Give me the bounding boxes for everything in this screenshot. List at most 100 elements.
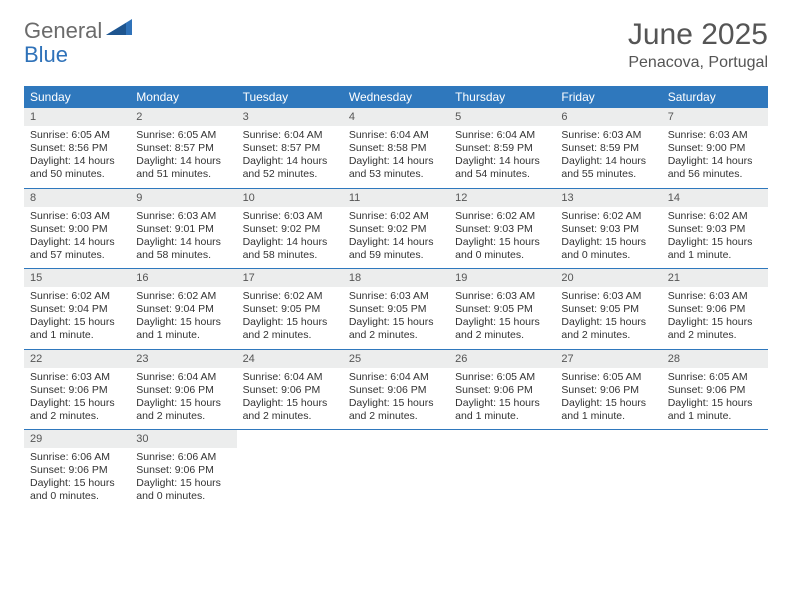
day-number: 9: [130, 189, 236, 207]
week-row: 22Sunrise: 6:03 AMSunset: 9:06 PMDayligh…: [24, 349, 768, 430]
daylight-line1: Daylight: 15 hours: [668, 316, 762, 329]
sunset: Sunset: 9:06 PM: [30, 384, 124, 397]
day-header: Friday: [555, 86, 661, 108]
day-cell: 11Sunrise: 6:02 AMSunset: 9:02 PMDayligh…: [343, 189, 449, 269]
sunset: Sunset: 9:06 PM: [243, 384, 337, 397]
sunset: Sunset: 9:04 PM: [30, 303, 124, 316]
daylight-line2: and 56 minutes.: [668, 168, 762, 181]
day-cell: 27Sunrise: 6:05 AMSunset: 9:06 PMDayligh…: [555, 350, 661, 430]
daylight-line2: and 1 minute.: [136, 329, 230, 342]
sunrise: Sunrise: 6:02 AM: [349, 210, 443, 223]
day-cell: 10Sunrise: 6:03 AMSunset: 9:02 PMDayligh…: [237, 189, 343, 269]
day-body: Sunrise: 6:05 AMSunset: 9:06 PMDaylight:…: [662, 368, 768, 430]
day-body: Sunrise: 6:03 AMSunset: 9:00 PMDaylight:…: [24, 207, 130, 269]
day-cell: 3Sunrise: 6:04 AMSunset: 8:57 PMDaylight…: [237, 108, 343, 188]
daylight-line2: and 57 minutes.: [30, 249, 124, 262]
daylight-line1: Daylight: 15 hours: [30, 477, 124, 490]
daylight-line2: and 2 minutes.: [349, 329, 443, 342]
sunset: Sunset: 9:05 PM: [349, 303, 443, 316]
sunrise: Sunrise: 6:05 AM: [136, 129, 230, 142]
sunrise: Sunrise: 6:03 AM: [243, 210, 337, 223]
day-body: Sunrise: 6:03 AMSunset: 9:01 PMDaylight:…: [130, 207, 236, 269]
day-body: Sunrise: 6:02 AMSunset: 9:04 PMDaylight:…: [24, 287, 130, 349]
sunrise: Sunrise: 6:03 AM: [30, 210, 124, 223]
day-body: Sunrise: 6:02 AMSunset: 9:03 PMDaylight:…: [555, 207, 661, 269]
day-body: Sunrise: 6:02 AMSunset: 9:03 PMDaylight:…: [449, 207, 555, 269]
day-number: 23: [130, 350, 236, 368]
logo-triangle-icon: [106, 17, 132, 40]
sunset: Sunset: 9:06 PM: [136, 384, 230, 397]
sunrise: Sunrise: 6:05 AM: [30, 129, 124, 142]
day-body: Sunrise: 6:04 AMSunset: 9:06 PMDaylight:…: [343, 368, 449, 430]
day-cell: 16Sunrise: 6:02 AMSunset: 9:04 PMDayligh…: [130, 269, 236, 349]
day-body: Sunrise: 6:05 AMSunset: 9:06 PMDaylight:…: [555, 368, 661, 430]
day-body: Sunrise: 6:02 AMSunset: 9:05 PMDaylight:…: [237, 287, 343, 349]
sunrise: Sunrise: 6:06 AM: [136, 451, 230, 464]
sunset: Sunset: 9:03 PM: [668, 223, 762, 236]
day-number: 8: [24, 189, 130, 207]
daylight-line1: Daylight: 14 hours: [668, 155, 762, 168]
day-body: Sunrise: 6:03 AMSunset: 9:06 PMDaylight:…: [24, 368, 130, 430]
day-header: Monday: [130, 86, 236, 108]
week-row: 8Sunrise: 6:03 AMSunset: 9:00 PMDaylight…: [24, 188, 768, 269]
day-number: 12: [449, 189, 555, 207]
day-number: 21: [662, 269, 768, 287]
day-body: Sunrise: 6:06 AMSunset: 9:06 PMDaylight:…: [130, 448, 236, 510]
day-cell: 2Sunrise: 6:05 AMSunset: 8:57 PMDaylight…: [130, 108, 236, 188]
daylight-line2: and 51 minutes.: [136, 168, 230, 181]
day-body: Sunrise: 6:05 AMSunset: 9:06 PMDaylight:…: [449, 368, 555, 430]
day-cell: 23Sunrise: 6:04 AMSunset: 9:06 PMDayligh…: [130, 350, 236, 430]
daylight-line2: and 50 minutes.: [30, 168, 124, 181]
logo-text-general: General: [24, 18, 102, 44]
day-cell: 6Sunrise: 6:03 AMSunset: 8:59 PMDaylight…: [555, 108, 661, 188]
day-number: 30: [130, 430, 236, 448]
daylight-line2: and 59 minutes.: [349, 249, 443, 262]
day-number: 6: [555, 108, 661, 126]
day-number: 26: [449, 350, 555, 368]
day-header: Thursday: [449, 86, 555, 108]
daylight-line2: and 2 minutes.: [668, 329, 762, 342]
sunset: Sunset: 9:06 PM: [349, 384, 443, 397]
sunset: Sunset: 9:05 PM: [455, 303, 549, 316]
header: General June 2025 Penacova, Portugal: [24, 18, 768, 72]
daylight-line1: Daylight: 14 hours: [30, 236, 124, 249]
day-body: Sunrise: 6:03 AMSunset: 8:59 PMDaylight:…: [555, 126, 661, 188]
sunset: Sunset: 9:06 PM: [455, 384, 549, 397]
day-cell: [449, 430, 555, 510]
day-header: Sunday: [24, 86, 130, 108]
day-number: 25: [343, 350, 449, 368]
sunrise: Sunrise: 6:02 AM: [30, 290, 124, 303]
daylight-line2: and 1 minute.: [668, 410, 762, 423]
daylight-line1: Daylight: 14 hours: [561, 155, 655, 168]
day-number: 2: [130, 108, 236, 126]
day-header: Saturday: [662, 86, 768, 108]
day-number: 20: [555, 269, 661, 287]
sunrise: Sunrise: 6:03 AM: [668, 290, 762, 303]
daylight-line2: and 1 minute.: [561, 410, 655, 423]
sunset: Sunset: 9:06 PM: [30, 464, 124, 477]
daylight-line1: Daylight: 14 hours: [455, 155, 549, 168]
logo-text-blue: Blue: [24, 42, 68, 67]
day-cell: 29Sunrise: 6:06 AMSunset: 9:06 PMDayligh…: [24, 430, 130, 510]
daylight-line1: Daylight: 15 hours: [561, 397, 655, 410]
day-number: 7: [662, 108, 768, 126]
day-cell: 22Sunrise: 6:03 AMSunset: 9:06 PMDayligh…: [24, 350, 130, 430]
sunset: Sunset: 9:03 PM: [561, 223, 655, 236]
week-row: 1Sunrise: 6:05 AMSunset: 8:56 PMDaylight…: [24, 108, 768, 188]
sunset: Sunset: 9:02 PM: [349, 223, 443, 236]
daylight-line1: Daylight: 15 hours: [243, 397, 337, 410]
sunset: Sunset: 9:05 PM: [243, 303, 337, 316]
daylight-line1: Daylight: 15 hours: [455, 236, 549, 249]
day-number: 29: [24, 430, 130, 448]
sunset: Sunset: 9:06 PM: [668, 384, 762, 397]
day-cell: 17Sunrise: 6:02 AMSunset: 9:05 PMDayligh…: [237, 269, 343, 349]
day-body: Sunrise: 6:04 AMSunset: 8:58 PMDaylight:…: [343, 126, 449, 188]
day-number: 16: [130, 269, 236, 287]
sunset: Sunset: 8:56 PM: [30, 142, 124, 155]
day-cell: 15Sunrise: 6:02 AMSunset: 9:04 PMDayligh…: [24, 269, 130, 349]
sunset: Sunset: 9:03 PM: [455, 223, 549, 236]
daylight-line1: Daylight: 14 hours: [349, 155, 443, 168]
day-cell: [237, 430, 343, 510]
daylight-line1: Daylight: 14 hours: [243, 155, 337, 168]
sunrise: Sunrise: 6:04 AM: [349, 371, 443, 384]
